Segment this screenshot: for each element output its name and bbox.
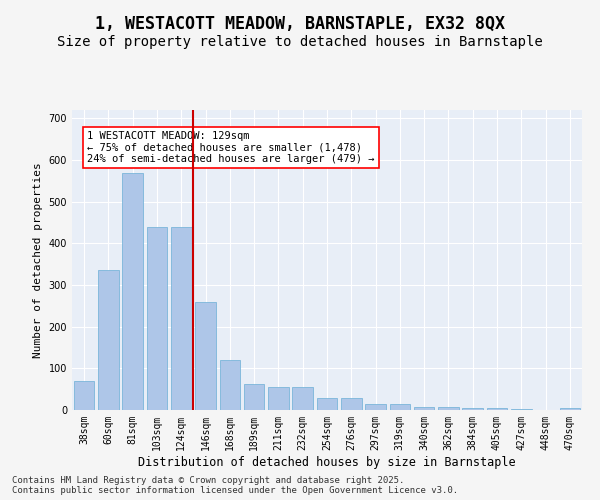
Text: 1, WESTACOTT MEADOW, BARNSTAPLE, EX32 8QX: 1, WESTACOTT MEADOW, BARNSTAPLE, EX32 8Q… [95, 15, 505, 33]
Bar [122, 172, 143, 410]
Bar [389, 404, 410, 410]
Bar [171, 226, 191, 410]
Text: 1 WESTACOTT MEADOW: 129sqm
← 75% of detached houses are smaller (1,478)
24% of s: 1 WESTACOTT MEADOW: 129sqm ← 75% of deta… [88, 131, 375, 164]
Text: Size of property relative to detached houses in Barnstaple: Size of property relative to detached ho… [57, 35, 543, 49]
Bar [317, 398, 337, 410]
Y-axis label: Number of detached properties: Number of detached properties [33, 162, 43, 358]
Bar [292, 387, 313, 410]
Bar [463, 408, 483, 410]
Bar [195, 302, 216, 410]
X-axis label: Distribution of detached houses by size in Barnstaple: Distribution of detached houses by size … [138, 456, 516, 468]
Bar [341, 398, 362, 410]
Bar [365, 404, 386, 410]
Bar [560, 408, 580, 410]
Bar [74, 381, 94, 410]
Bar [98, 270, 119, 410]
Bar [146, 226, 167, 410]
Bar [414, 407, 434, 410]
Bar [244, 384, 265, 410]
Bar [268, 387, 289, 410]
Bar [487, 408, 508, 410]
Text: Contains HM Land Registry data © Crown copyright and database right 2025.
Contai: Contains HM Land Registry data © Crown c… [12, 476, 458, 495]
Bar [511, 409, 532, 410]
Bar [220, 360, 240, 410]
Bar [438, 407, 459, 410]
